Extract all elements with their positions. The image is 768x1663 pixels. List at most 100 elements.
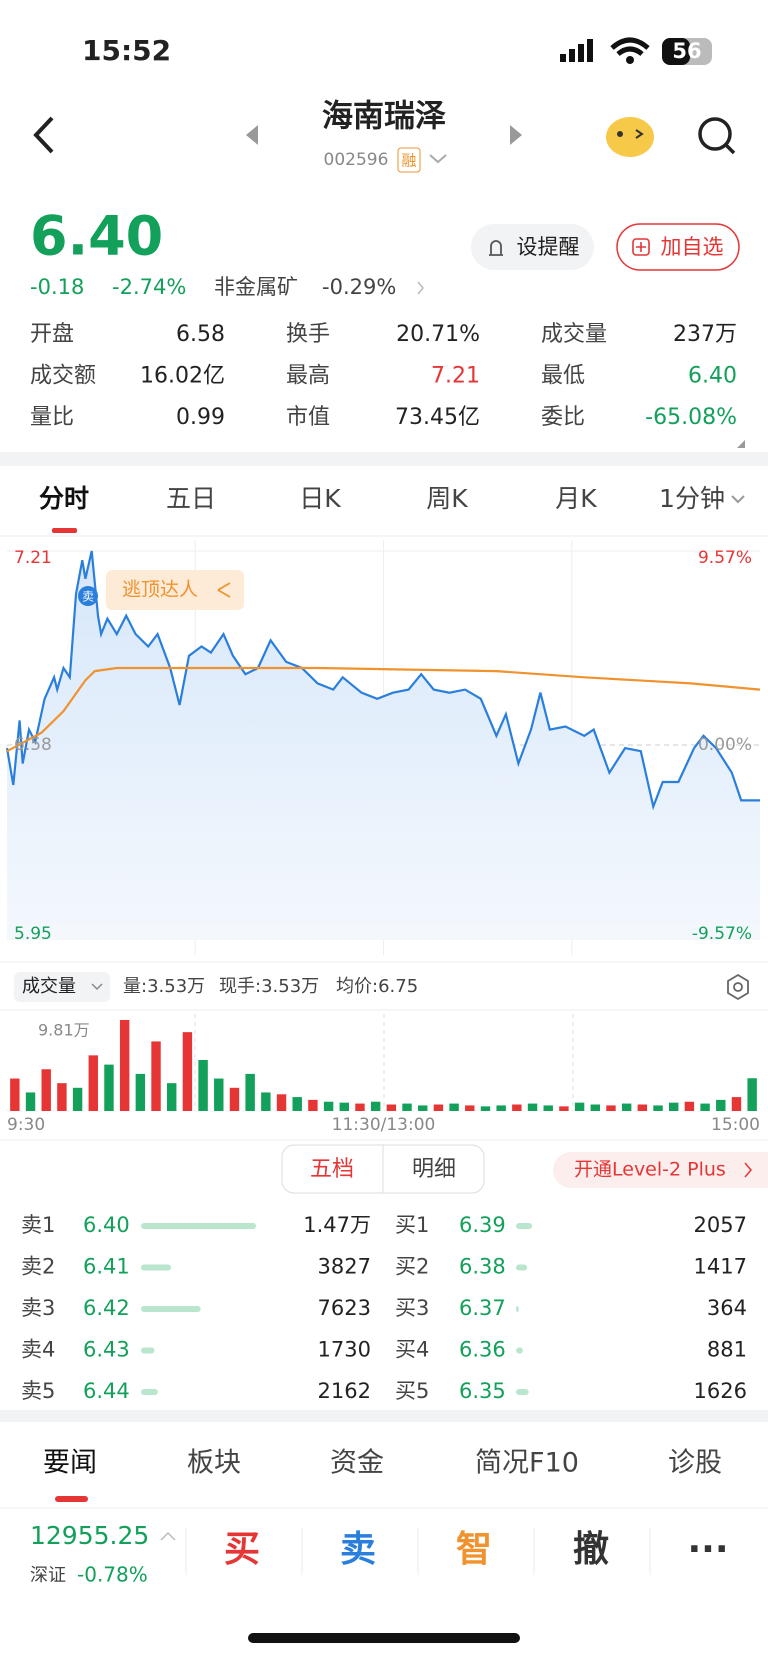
book-price: 6.43 [83, 1338, 130, 1362]
book-bar [516, 1223, 533, 1229]
stat-label: 成交额 [30, 364, 96, 389]
book-label: 卖1 [21, 1213, 55, 1237]
news-tab[interactable]: 板块 [187, 1448, 241, 1479]
news-tab[interactable]: 简况F10 [475, 1448, 579, 1479]
sector[interactable]: 非金属矿 [214, 275, 298, 299]
volume-bar [512, 1104, 522, 1111]
stat-label: 换手 [286, 322, 330, 347]
book-price: 6.44 [83, 1379, 130, 1403]
sell-marker-text: 卖 [82, 590, 94, 604]
back-button[interactable] [33, 116, 54, 154]
volume-menu[interactable] [14, 972, 110, 1002]
volume-bar [684, 1101, 695, 1111]
volume-menu-text: 成交量 [22, 976, 76, 997]
next-stock[interactable] [510, 125, 522, 145]
wifi-dot [626, 56, 634, 64]
volume-bar [119, 1020, 130, 1111]
volume-bar [167, 1083, 177, 1111]
margin-badge [397, 147, 421, 173]
stat-value: 7.21 [431, 364, 480, 389]
volume-bar [276, 1094, 287, 1111]
volume-bar [151, 1041, 161, 1111]
signal-badge[interactable] [106, 570, 244, 610]
volume-bar [261, 1092, 271, 1111]
news-tab[interactable]: 资金 [330, 1448, 384, 1479]
book-bar [141, 1223, 256, 1229]
news-tab[interactable]: 要闻 [43, 1448, 97, 1479]
watch-button[interactable] [616, 223, 740, 271]
chart-tab[interactable]: 日K [299, 484, 341, 513]
volume-bar [245, 1073, 255, 1111]
pct-tick-label: 0.00% [698, 735, 752, 755]
alert-text: 设提醒 [517, 235, 580, 259]
volume-bar [590, 1104, 600, 1111]
prev-stock[interactable] [246, 125, 258, 145]
battery-text: 56 [672, 39, 701, 63]
plus-icon-cross [636, 242, 646, 252]
volume-bar [57, 1083, 67, 1111]
search-button[interactable] [698, 117, 732, 151]
book-volume: 881 [707, 1338, 747, 1362]
volume-bar [449, 1103, 459, 1111]
chart-tab[interactable]: 分时 [39, 484, 89, 513]
settings-button[interactable] [727, 973, 749, 1001]
chart-tab[interactable]: 五日 [166, 484, 216, 513]
chevron [744, 1162, 752, 1178]
volume-bar [480, 1106, 491, 1111]
volume-bar [433, 1104, 444, 1111]
action-button[interactable]: ··· [687, 1529, 728, 1570]
separator [0, 1410, 768, 1422]
current-volume: 现手:3.53万 [219, 976, 319, 997]
alert-button[interactable] [471, 224, 594, 270]
volume-bar [198, 1059, 208, 1111]
news-tab[interactable]: 诊股 [668, 1448, 722, 1479]
expand[interactable] [160, 1531, 176, 1541]
stat-value: 237万 [673, 322, 737, 347]
book-label: 卖3 [21, 1296, 55, 1320]
promo[interactable] [553, 1152, 768, 1188]
action-button[interactable]: 智 [456, 1529, 492, 1570]
volume-bar [527, 1103, 538, 1111]
book-bar [141, 1389, 158, 1395]
stock-name: 海南瑞泽 [322, 99, 446, 135]
volume-bar [386, 1104, 397, 1111]
action-button[interactable]: 买 [224, 1529, 260, 1570]
dropdown[interactable] [429, 154, 447, 164]
book-price: 6.38 [459, 1255, 506, 1279]
book-tab[interactable]: 明细 [412, 1157, 456, 1182]
chart-tab[interactable]: 周K [426, 484, 468, 513]
chart-tab[interactable]: 月K [555, 484, 597, 513]
chart-tab[interactable]: 1分钟 [659, 484, 725, 513]
book-tab[interactable]: 五档 [310, 1157, 354, 1182]
y-tick-label: 5.95 [14, 924, 52, 944]
book-price: 6.35 [459, 1379, 506, 1403]
tab-underline [55, 1496, 88, 1502]
mascot-eye [617, 131, 623, 137]
book-price: 6.42 [83, 1296, 130, 1320]
stat-value: 0.99 [176, 405, 225, 430]
expand-corner[interactable] [737, 440, 745, 448]
volume-bar [465, 1105, 475, 1111]
index-change: -0.78% [77, 1563, 148, 1587]
stat-value: 16.02亿 [140, 364, 225, 389]
margin-badge-text: 融 [401, 152, 416, 170]
book-label: 卖4 [21, 1338, 55, 1362]
settings-dot [733, 982, 743, 992]
x-tick-label: 11:30/13:00 [332, 1115, 436, 1135]
book-price: 6.37 [459, 1296, 506, 1320]
action-button[interactable]: 撤 [573, 1529, 609, 1570]
stat-value: -65.08% [645, 405, 737, 430]
book-label: 买3 [395, 1296, 429, 1320]
volume-bar [229, 1087, 240, 1111]
mascot-wink [635, 129, 644, 139]
action-button[interactable]: 卖 [340, 1529, 376, 1570]
volume-bar [355, 1103, 365, 1111]
x-tick-label: 9:30 [7, 1115, 45, 1135]
price-line [5, 550, 760, 811]
mascot[interactable] [606, 117, 654, 157]
volume-bar [308, 1099, 318, 1111]
stat-value: 73.45亿 [395, 405, 480, 430]
separator [0, 452, 768, 466]
